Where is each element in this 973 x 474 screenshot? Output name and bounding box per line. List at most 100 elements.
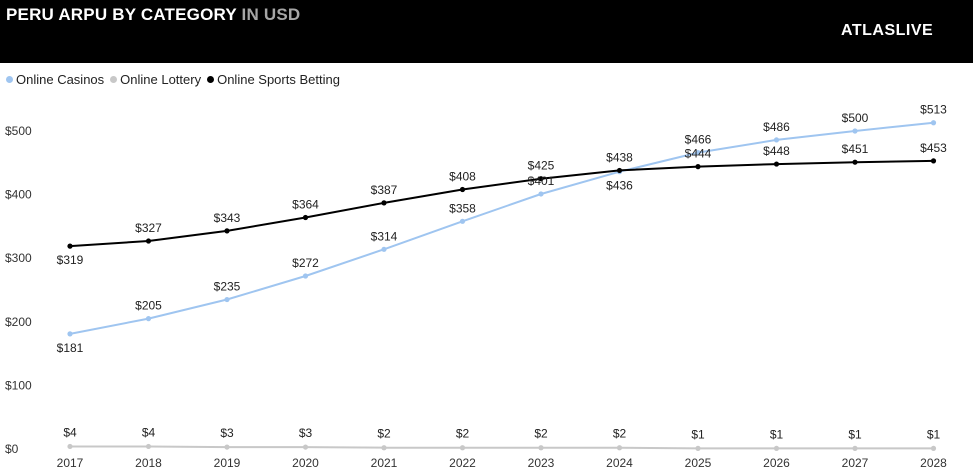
data-point [773, 137, 780, 143]
data-point [67, 331, 73, 337]
data-point [538, 191, 544, 197]
legend-item-1[interactable]: Online Lottery [110, 72, 201, 87]
atlaslive-logo: ATLASLIVE [841, 22, 934, 39]
data-label-casinos: $486 [763, 120, 790, 134]
data-label-sports-betting: $408 [449, 170, 476, 184]
data-point [852, 159, 858, 165]
data-label-casinos: $436 [606, 179, 633, 193]
series-line-2 [69, 159, 935, 248]
data-point [459, 218, 466, 224]
data-label-sports-betting: $364 [292, 197, 319, 211]
data-label-sports-betting: $444 [685, 147, 712, 161]
data-label-lottery: $1 [770, 427, 784, 441]
legend-item-2[interactable]: Online Sports Betting [207, 72, 340, 87]
data-point [145, 238, 152, 244]
y-tick-label: $500 [5, 124, 32, 138]
data-point [852, 445, 858, 451]
data-point [67, 443, 73, 450]
x-tick-label: 2026 [763, 456, 790, 470]
title-main: PERU ARPU BY CATEGORY [6, 5, 237, 24]
y-tick-label: $100 [5, 378, 32, 392]
legend-label-2: Online Sports Betting [217, 72, 340, 87]
data-label-casinos: $181 [57, 341, 84, 355]
data-label-casinos: $205 [135, 299, 162, 313]
data-label-casinos: $358 [449, 201, 476, 215]
y-tick-label: $0 [5, 442, 19, 456]
data-label-casinos: $466 [685, 133, 712, 147]
data-point [145, 316, 152, 322]
data-label-lottery: $3 [220, 426, 234, 440]
x-tick-label: 2023 [528, 456, 555, 470]
data-label-lottery: $1 [927, 427, 941, 441]
x-tick-label: 2028 [920, 456, 947, 470]
series-line-1 [69, 445, 935, 450]
title-accent: IN USD [241, 5, 301, 24]
data-label-lottery: $4 [63, 425, 77, 439]
data-point [695, 164, 701, 170]
legend-marker-2 [207, 76, 215, 83]
data-point [852, 128, 858, 134]
data-label-lottery: $1 [691, 427, 705, 441]
data-point [302, 214, 309, 221]
data-point [459, 186, 466, 193]
data-point [695, 150, 701, 156]
data-point [538, 445, 544, 451]
data-point [381, 200, 387, 206]
data-point [930, 158, 937, 164]
chart-legend: Online Casinos Online Lottery Online Sport… [6, 72, 346, 87]
data-point [381, 445, 387, 451]
data-label-casinos: $500 [842, 111, 869, 125]
data-point [616, 167, 623, 174]
data-point [381, 246, 387, 252]
data-label-lottery: $2 [456, 427, 470, 441]
y-tick-label: $200 [5, 315, 32, 329]
data-point [302, 273, 309, 279]
data-point [538, 176, 544, 182]
data-point [67, 243, 73, 249]
data-label-sports-betting: $453 [920, 141, 947, 155]
x-tick-label: 2021 [371, 456, 398, 470]
data-label-sports-betting: $451 [842, 142, 869, 156]
data-label-sports-betting: $425 [528, 159, 555, 173]
legend-label-0: Online Casinos [16, 72, 105, 87]
legend-marker-0 [6, 76, 13, 83]
header-bar: PERU ARPU BY CATEGORY IN USD ATLASLIVE [0, 0, 973, 63]
data-label-lottery: $1 [848, 427, 862, 441]
data-label-casinos: $314 [371, 229, 398, 243]
chart-title: PERU ARPU BY CATEGORY IN USD [6, 5, 300, 25]
data-point [224, 444, 230, 450]
data-point [302, 444, 309, 450]
data-label-casinos: $401 [528, 174, 555, 188]
data-label-sports-betting: $448 [763, 144, 790, 158]
x-tick-label: 2022 [449, 456, 476, 470]
legend-label-1: Online Lottery [120, 72, 202, 87]
data-label-lottery: $2 [534, 427, 548, 441]
y-tick-label: $300 [5, 251, 32, 265]
x-tick-label: 2020 [292, 456, 319, 470]
data-label-sports-betting: $387 [371, 183, 398, 197]
x-tick-label: 2024 [606, 456, 633, 470]
x-tick-label: 2017 [57, 456, 84, 470]
y-tick-label: $400 [5, 188, 32, 202]
data-point [224, 228, 230, 234]
data-point [773, 445, 780, 451]
data-label-casinos: $272 [292, 256, 319, 270]
data-label-casinos: $235 [214, 280, 241, 294]
data-point [930, 120, 937, 126]
data-label-sports-betting: $319 [57, 253, 84, 267]
data-label-lottery: $2 [377, 427, 391, 441]
x-tick-label: 2025 [685, 456, 712, 470]
data-label-sports-betting: $438 [606, 150, 633, 164]
data-point [695, 445, 701, 451]
data-label-lottery: $2 [613, 427, 627, 441]
data-point [616, 445, 623, 451]
data-label-lottery: $4 [142, 425, 156, 439]
legend-item-0[interactable]: Online Casinos [6, 72, 104, 87]
x-tick-label: 2018 [135, 456, 162, 470]
data-label-lottery: $3 [299, 426, 313, 440]
data-label-casinos: $513 [920, 103, 947, 117]
data-point [930, 445, 937, 451]
data-point [459, 445, 466, 451]
data-point [145, 443, 152, 450]
